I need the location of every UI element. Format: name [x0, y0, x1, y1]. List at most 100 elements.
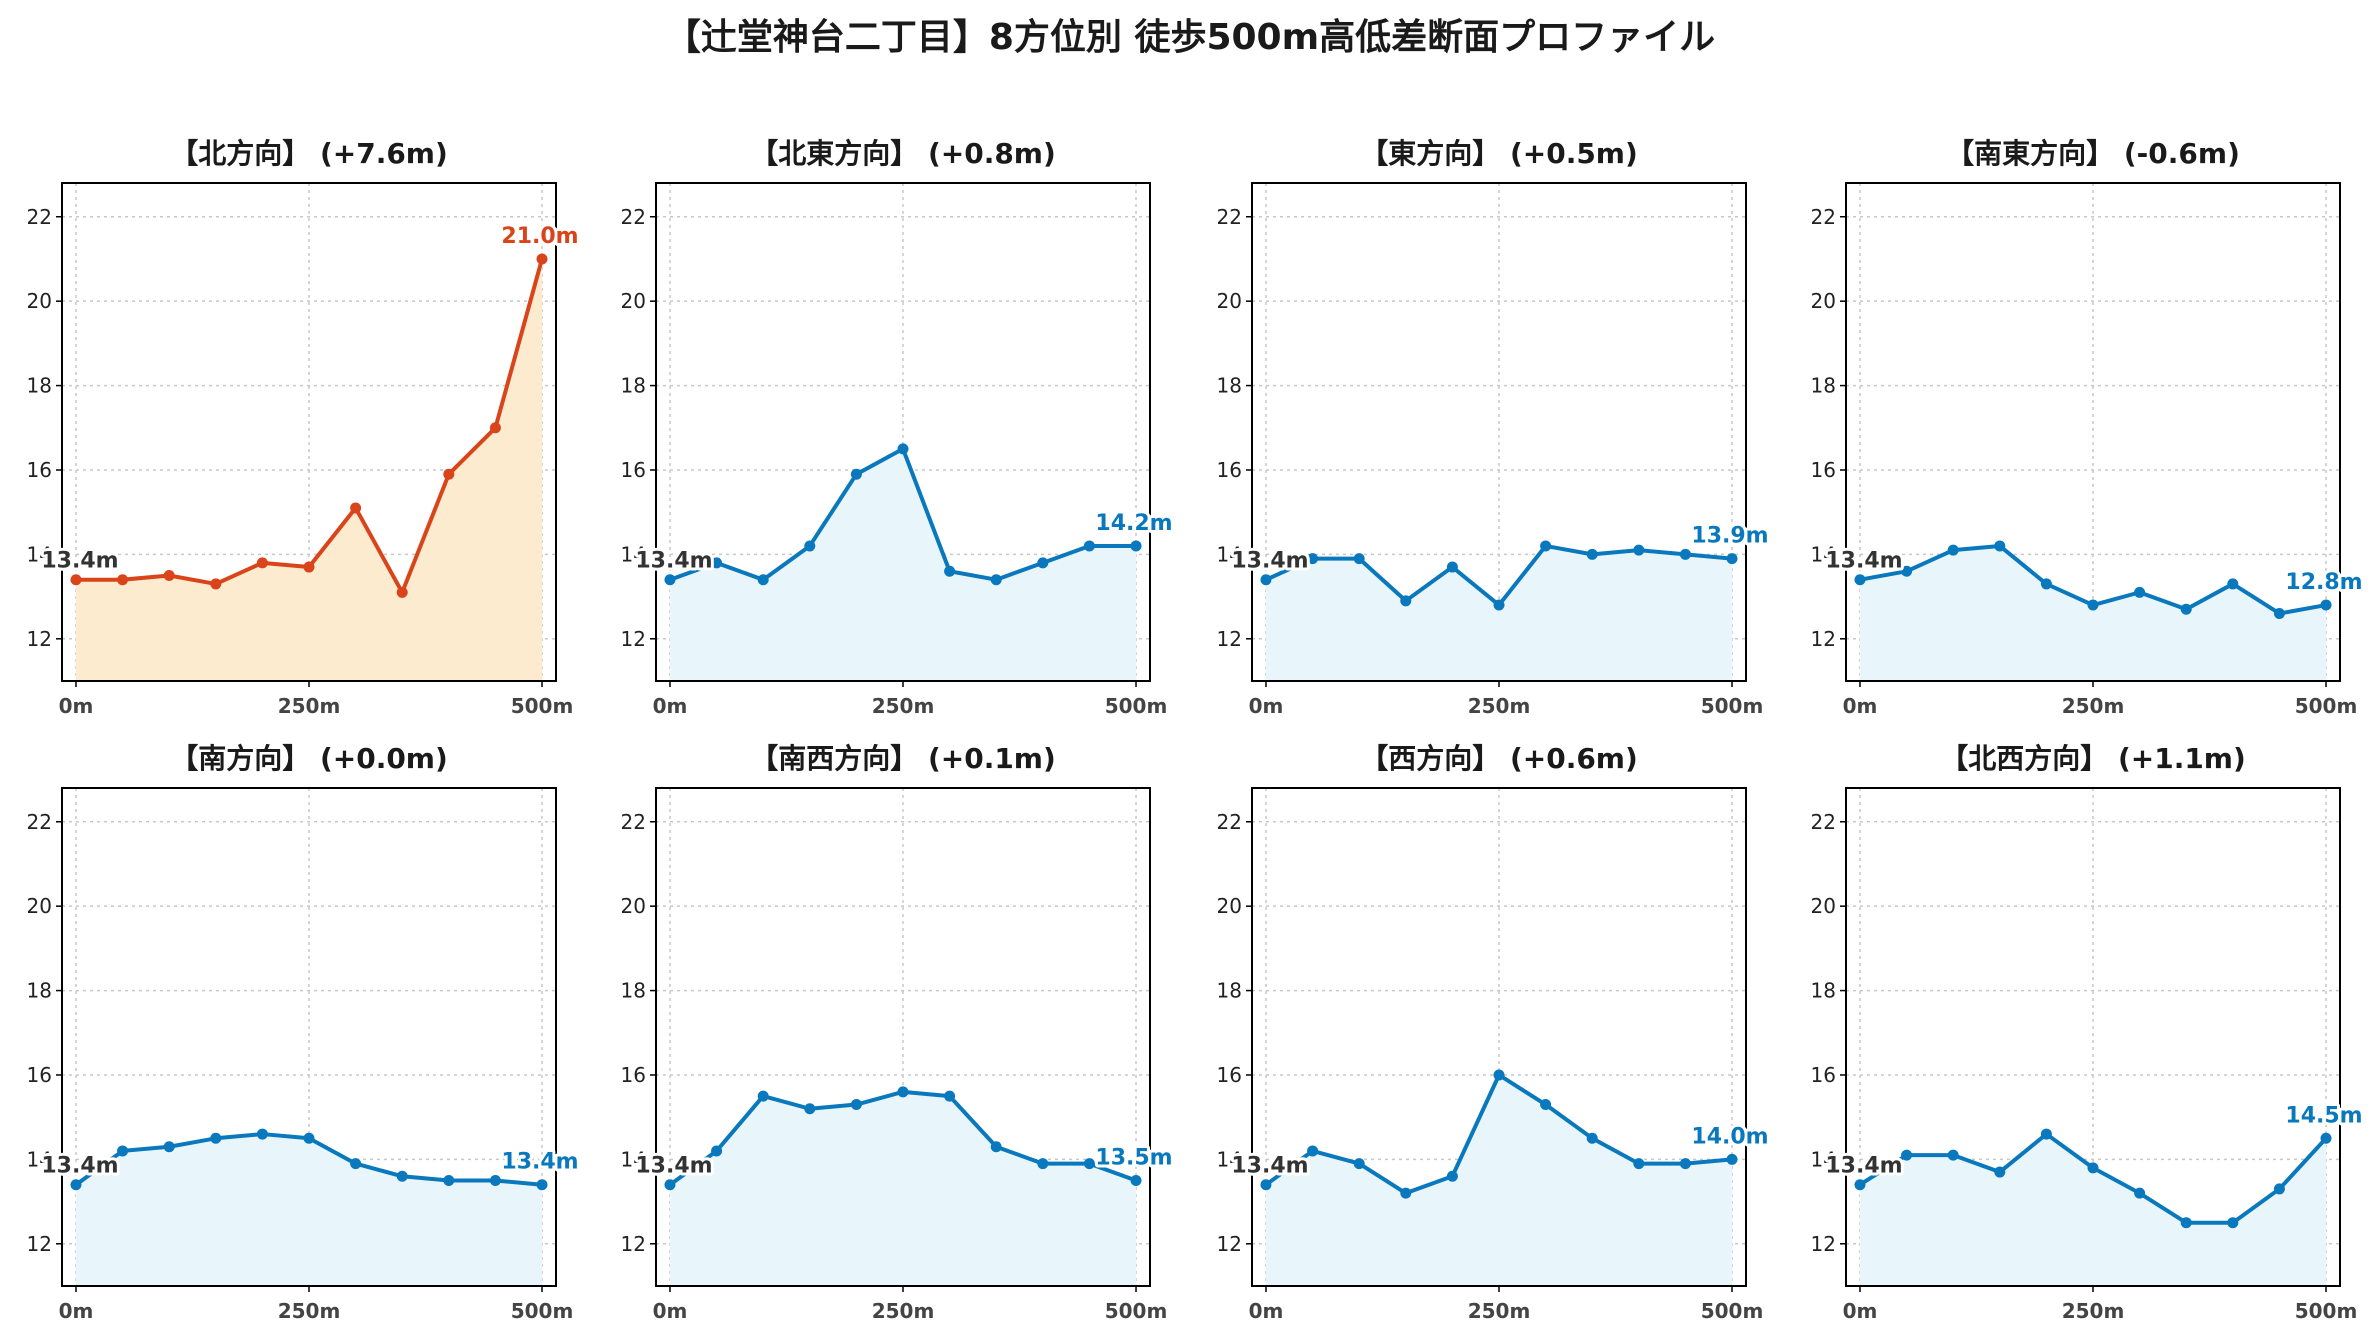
y-tick-label: 14	[27, 542, 52, 566]
x-tick-label: 250m	[278, 1299, 341, 1323]
y-tick-label: 12	[621, 1232, 646, 1256]
data-point	[1083, 540, 1095, 552]
y-tick-label: 16	[621, 1063, 646, 1087]
data-point	[1586, 1132, 1598, 1144]
data-point	[1307, 553, 1319, 565]
panel-4: 【南方向】 (+0.0m) 12 14 16 18 20 22 0m 250m 500m 13.4m…	[27, 742, 582, 1323]
y-tick-label: 20	[1811, 894, 1836, 918]
x-tick-label: 0m	[59, 1299, 94, 1323]
start-label: 13.4m	[635, 549, 712, 574]
x-tick-label: 500m	[1701, 1299, 1764, 1323]
data-point	[70, 574, 82, 586]
data-point	[1037, 1158, 1049, 1170]
data-point	[1726, 1153, 1738, 1165]
data-point	[163, 1141, 175, 1153]
data-point	[1854, 574, 1866, 586]
x-tick-label: 500m	[2295, 694, 2358, 718]
data-point	[1854, 1179, 1866, 1191]
data-point	[711, 1145, 723, 1157]
x-tick-label: 250m	[2062, 1299, 2125, 1323]
plot-frame	[1845, 787, 2341, 1287]
y-tick-label: 22	[27, 810, 52, 834]
y-tick-label: 18	[1217, 979, 1242, 1003]
data-point	[2227, 1217, 2239, 1229]
data-point	[1633, 1158, 1645, 1170]
y-tick-label: 18	[621, 979, 646, 1003]
data-point	[1994, 1166, 2006, 1178]
data-point	[1037, 557, 1049, 569]
data-point	[990, 574, 1002, 586]
end-label: 21.0m	[501, 224, 578, 249]
data-point	[1679, 1158, 1691, 1170]
y-tick-label: 16	[1217, 1063, 1242, 1087]
y-tick-label: 16	[27, 1063, 52, 1087]
y-tick-label: 18	[1811, 979, 1836, 1003]
data-point	[1493, 599, 1505, 611]
data-point	[1540, 1099, 1552, 1111]
x-tick-label: 500m	[2295, 1299, 2358, 1323]
y-tick-label: 20	[27, 894, 52, 918]
data-point	[70, 1179, 82, 1191]
y-tick-label: 14	[621, 542, 646, 566]
data-point	[1260, 574, 1272, 586]
data-point	[117, 574, 129, 586]
data-point	[757, 574, 769, 586]
panel-title: 【東方向】 (+0.5m)	[1360, 137, 1638, 170]
x-tick-label: 500m	[1105, 1299, 1168, 1323]
data-point	[711, 557, 723, 569]
y-tick-label: 12	[27, 1232, 52, 1256]
panel-3: 【南東方向】 (-0.6m) 12 14 16 18 20 22 0m 250m 500m 13.4…	[1811, 137, 2366, 718]
start-label: 13.4m	[1231, 549, 1308, 574]
y-tick-label: 22	[1811, 205, 1836, 229]
end-label: 13.9m	[1691, 524, 1768, 549]
data-point	[2087, 1162, 2099, 1174]
y-tick-label: 16	[1811, 458, 1836, 482]
end-label: 13.5m	[1095, 1145, 1172, 1170]
data-point	[1307, 1145, 1319, 1157]
data-point	[210, 578, 222, 590]
x-tick-label: 250m	[278, 694, 341, 718]
y-tick-label: 22	[1217, 810, 1242, 834]
data-point	[804, 540, 816, 552]
start-label: 13.4m	[635, 1154, 712, 1179]
data-point	[1446, 1170, 1458, 1182]
y-tick-label: 16	[27, 458, 52, 482]
y-tick-label: 14	[27, 1147, 52, 1171]
y-tick-label: 20	[1811, 289, 1836, 313]
data-point	[536, 1179, 548, 1191]
y-tick-label: 22	[621, 205, 646, 229]
data-point	[163, 569, 175, 581]
area-fill	[1859, 545, 2327, 681]
y-tick-label: 22	[27, 205, 52, 229]
x-tick-label: 0m	[653, 694, 688, 718]
y-tick-label: 20	[621, 894, 646, 918]
data-point	[1994, 540, 2006, 552]
x-tick-label: 250m	[1468, 694, 1531, 718]
y-tick-label: 14	[621, 1147, 646, 1171]
end-label: 14.2m	[1095, 511, 1172, 536]
y-tick-label: 20	[1217, 289, 1242, 313]
data-point	[1353, 1158, 1365, 1170]
data-point	[2040, 578, 2052, 590]
data-point	[1586, 548, 1598, 560]
plot-frame	[1251, 182, 1747, 682]
panel-6: 【西方向】 (+0.6m) 12 14 16 18 20 22 0m 250m 500m 13.4m…	[1217, 742, 1772, 1323]
start-label: 13.4m	[1825, 549, 1902, 574]
data-point	[2180, 603, 2192, 615]
data-point	[2320, 599, 2332, 611]
x-tick-label: 0m	[1843, 694, 1878, 718]
y-tick-label: 22	[1217, 205, 1242, 229]
panel-title: 【北東方向】 (+0.8m)	[750, 137, 1056, 170]
data-point	[944, 1090, 956, 1102]
data-point	[850, 1099, 862, 1111]
area-fill	[1265, 1074, 1733, 1286]
area-fill	[669, 1091, 1137, 1286]
x-tick-label: 0m	[1249, 1299, 1284, 1323]
data-point	[1679, 548, 1691, 560]
y-tick-label: 12	[1811, 1232, 1836, 1256]
data-point	[396, 586, 408, 598]
y-tick-label: 20	[1217, 894, 1242, 918]
data-point	[2180, 1217, 2192, 1229]
data-point	[850, 468, 862, 480]
